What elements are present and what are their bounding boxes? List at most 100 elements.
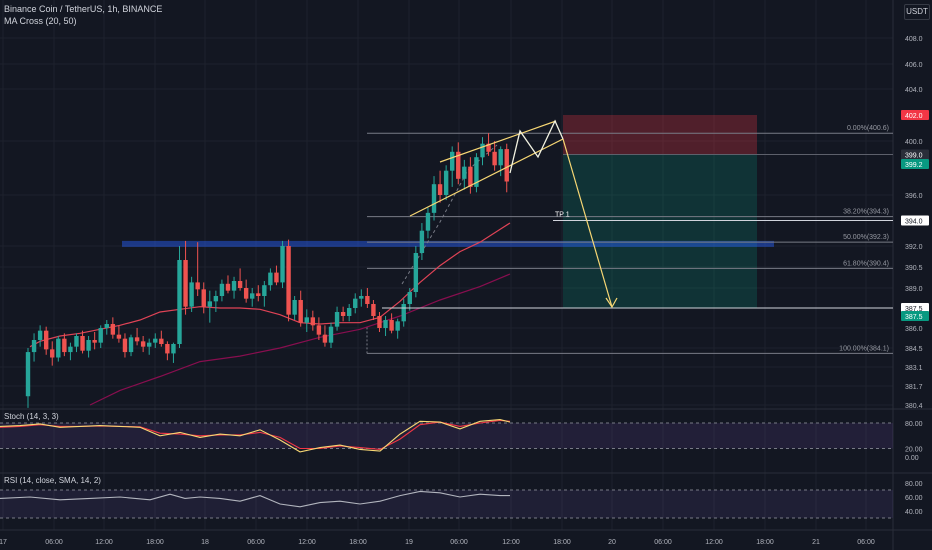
candle-body (468, 166, 473, 187)
time-tick-label: 21 (812, 539, 820, 546)
price-tick-label: 383.1 (905, 365, 923, 372)
candle-body (147, 342, 152, 347)
trade-zones (122, 115, 893, 308)
fib-level-label: 50.00%(392.3) (843, 234, 889, 241)
candle-body (219, 283, 225, 296)
take-profit-zone (563, 154, 757, 308)
price-tag-label: 399.2 (905, 162, 923, 169)
price-tick-label: 396.0 (905, 193, 923, 200)
candle-body (492, 151, 497, 166)
candle-body (334, 312, 340, 327)
candle-body (377, 316, 382, 328)
stoch-k-line (0, 419, 511, 453)
ma-slow-line (89, 273, 511, 406)
rsi-tick-label: 80.00 (905, 481, 923, 488)
price-tick-label: 400.0 (905, 139, 923, 146)
candle-body (50, 349, 55, 358)
candle-body (250, 293, 255, 299)
fib-retracement[interactable]: 0.00%(400.6) 38.20%(394.3) 50.00%(392.3) 61… (366, 125, 893, 354)
candle-body (322, 334, 328, 343)
candle-body (316, 325, 322, 335)
candle-body (425, 212, 431, 231)
candle-body (213, 296, 219, 302)
fib-level-label: 0.00%(400.6) (847, 125, 889, 132)
candle-body (419, 230, 425, 253)
time-tick-label: 18:00 (146, 539, 164, 546)
candle-body (365, 296, 370, 304)
candle-body (43, 330, 49, 350)
candle-body (474, 157, 479, 187)
price-tag (901, 149, 929, 160)
rsi-label: RSI (14, close, SMA, 14, 2) (4, 476, 101, 485)
candle-body (116, 334, 122, 339)
price-tick-label: 380.4 (905, 403, 923, 410)
stoch-pane (0, 419, 893, 453)
price-tag-label: 387.5 (905, 306, 923, 313)
stoch-band (0, 423, 893, 449)
price-tag-label: 394.0 (905, 219, 923, 226)
time-tick-label: 12:00 (95, 539, 113, 546)
candle-body (128, 337, 134, 353)
forecast-arrow (562, 138, 613, 308)
price-tag-label: 399.0 (905, 153, 923, 160)
candle-body (177, 260, 182, 344)
time-tick-label: 12:00 (705, 539, 723, 546)
price-tag-label: 387.5 (905, 314, 923, 321)
candle-body (450, 151, 455, 171)
price-tick-label: 381.7 (905, 384, 923, 391)
support-band (122, 240, 774, 247)
candle-body (62, 338, 67, 353)
candle-body (286, 246, 291, 315)
candle-body (243, 288, 249, 299)
candle-body (171, 344, 176, 354)
price-tag (901, 110, 929, 120)
candle-body (68, 346, 73, 353)
candle-body (237, 281, 243, 288)
stoch-tick-label: 80.00 (905, 421, 923, 428)
forecast-arrowhead (605, 297, 618, 309)
candle-body (122, 338, 128, 353)
candle-body (56, 338, 61, 358)
candle-body (207, 301, 212, 307)
candle-body (25, 352, 31, 397)
candle-body (407, 292, 412, 304)
fib-level-label: 61.80%(390.4) (843, 260, 889, 267)
candle-body (431, 184, 437, 213)
price-tag (901, 215, 929, 226)
candle-body (134, 337, 140, 342)
time-tick-label: 19 (405, 539, 413, 546)
drawings[interactable]: TP 1 (382, 119, 893, 309)
candle-body (462, 166, 467, 179)
price-tick-label: 408.0 (905, 36, 923, 43)
time-tick-label: 12:00 (298, 539, 316, 546)
candle-body (443, 170, 449, 195)
rsi-tick-label: 40.00 (905, 509, 923, 516)
price-tick-label: 389.0 (905, 286, 923, 293)
candle-body (92, 340, 97, 343)
candle-body (98, 328, 103, 343)
currency-button[interactable]: USDT (904, 4, 930, 20)
fib-level-label: 100.00%(384.1) (839, 345, 889, 352)
candle-body (262, 285, 267, 296)
candle-body (504, 149, 509, 182)
candle-body (340, 312, 346, 316)
time-tick-label: 18 (201, 539, 209, 546)
candle-body (104, 324, 109, 328)
wedge-lower-line (409, 138, 564, 217)
candle-body (480, 143, 485, 158)
candle-body (201, 289, 206, 307)
candle-body (274, 272, 279, 283)
candle-body (401, 304, 406, 322)
fib-level-label: 38.20%(394.3) (843, 209, 889, 216)
wedge-upper-line (439, 120, 557, 163)
rsi-tick-label: 60.00 (905, 495, 923, 502)
candle-body (298, 300, 303, 323)
candle-body (140, 341, 146, 347)
tp1-label: TP 1 (555, 212, 570, 219)
candle-body (189, 282, 194, 307)
time-tick-label: 20 (608, 539, 616, 546)
stoch-tick-label: 0.00 (905, 455, 919, 462)
candle-body (110, 324, 116, 335)
candle-body (280, 246, 285, 283)
